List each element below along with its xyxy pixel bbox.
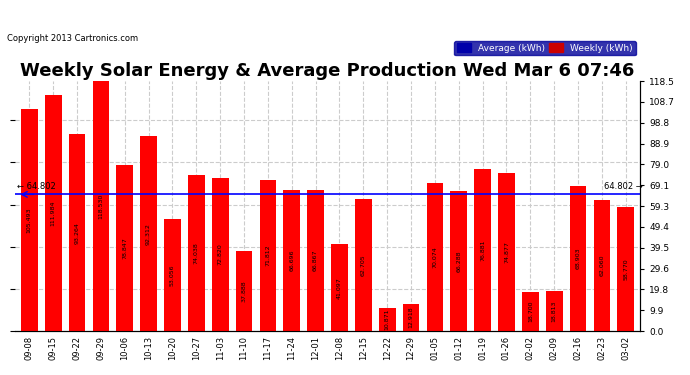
Text: 68.903: 68.903 <box>575 248 580 269</box>
Bar <box>236 251 253 331</box>
Bar <box>188 175 205 331</box>
Bar <box>212 177 228 331</box>
Legend: Average (kWh), Weekly (kWh): Average (kWh), Weekly (kWh) <box>455 41 635 55</box>
Text: 53.056: 53.056 <box>170 264 175 286</box>
Text: 118.530: 118.530 <box>99 194 103 219</box>
Bar <box>498 173 515 331</box>
Text: 66.288: 66.288 <box>456 251 462 272</box>
Bar <box>522 292 539 331</box>
Text: 74.038: 74.038 <box>194 242 199 264</box>
Text: 70.074: 70.074 <box>433 246 437 268</box>
Text: 78.847: 78.847 <box>122 237 127 259</box>
Bar <box>117 165 133 331</box>
Text: 111.984: 111.984 <box>50 200 56 226</box>
Bar <box>570 186 586 331</box>
Bar <box>403 304 420 331</box>
Text: 93.264: 93.264 <box>75 222 79 244</box>
Bar <box>379 308 395 331</box>
Title: Weekly Solar Energy & Average Production Wed Mar 6 07:46: Weekly Solar Energy & Average Production… <box>21 62 635 80</box>
Bar <box>21 109 38 331</box>
Bar <box>284 190 300 331</box>
Text: 105.493: 105.493 <box>27 207 32 232</box>
Text: 18.700: 18.700 <box>528 300 533 322</box>
Bar <box>546 291 562 331</box>
Text: ← 64.802: ← 64.802 <box>17 182 56 191</box>
Text: 76.881: 76.881 <box>480 239 485 261</box>
Text: 71.812: 71.812 <box>266 244 270 266</box>
Bar <box>92 81 109 331</box>
Bar <box>331 244 348 331</box>
Text: 58.770: 58.770 <box>623 258 629 280</box>
Bar <box>618 207 634 331</box>
Bar <box>451 191 467 331</box>
Bar <box>164 219 181 331</box>
Bar <box>69 134 86 331</box>
Text: 64.802 →: 64.802 → <box>604 182 642 191</box>
Bar <box>140 136 157 331</box>
Text: 62.060: 62.060 <box>600 255 604 276</box>
Bar <box>45 95 61 331</box>
Text: 92.312: 92.312 <box>146 223 151 245</box>
Bar <box>426 183 443 331</box>
Bar <box>259 180 276 331</box>
Text: 18.813: 18.813 <box>552 300 557 322</box>
Text: 74.877: 74.877 <box>504 241 509 263</box>
Bar <box>307 190 324 331</box>
Bar <box>474 169 491 331</box>
Text: 66.696: 66.696 <box>289 250 294 272</box>
Bar <box>593 200 610 331</box>
Text: 10.871: 10.871 <box>385 309 390 330</box>
Text: 66.867: 66.867 <box>313 250 318 271</box>
Text: 37.888: 37.888 <box>241 280 246 302</box>
Text: Copyright 2013 Cartronics.com: Copyright 2013 Cartronics.com <box>7 34 138 43</box>
Text: 12.918: 12.918 <box>408 307 413 328</box>
Bar <box>355 199 372 331</box>
Text: 62.705: 62.705 <box>361 254 366 276</box>
Text: 41.097: 41.097 <box>337 277 342 298</box>
Text: 72.820: 72.820 <box>217 243 223 265</box>
